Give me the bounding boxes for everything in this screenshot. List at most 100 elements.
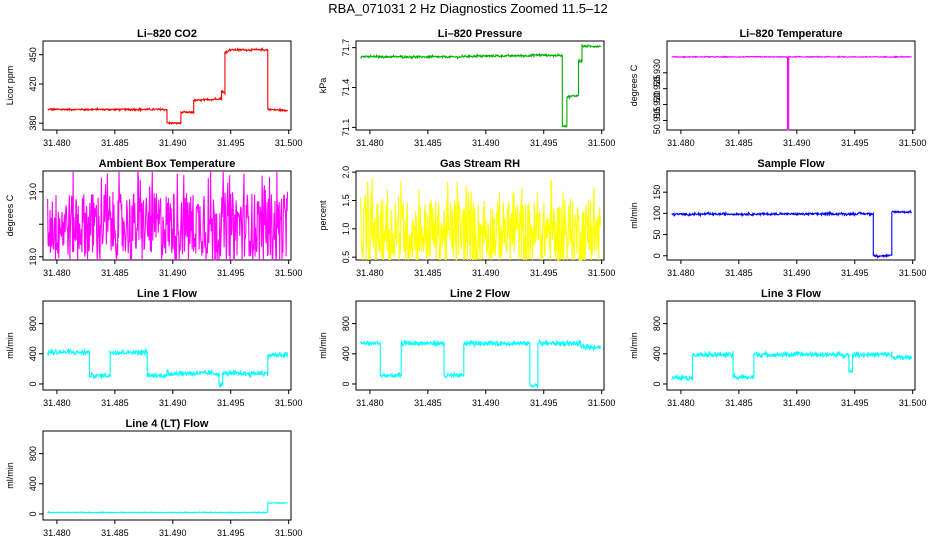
chart-panel: Ambient Box Temperature degrees C 31.480 31… [5,158,302,278]
y-tick-label: 450 [28,47,38,62]
y-tick-label: 100 [652,206,662,221]
chart-panel: Line 4 (LT) Flow ml/min 31.480 31.485 31.490… [5,418,302,538]
series-line [360,338,602,390]
y-tick-label: 0 [652,253,662,258]
x-tick-label: 31.490 [783,138,811,148]
y-tick-label: 400 [652,346,662,361]
x-tick-label: 31.495 [530,398,558,408]
y-axis-label: ml/min [318,332,328,359]
x-tick-label: 31.490 [159,268,187,278]
y-axis-label: percent [318,200,328,231]
x-tick-label: 31.495 [217,268,245,278]
x-tick-label: 31.500 [275,138,303,148]
x-tick-label: 31.485 [414,268,442,278]
series-line [47,170,289,261]
x-tick-label: 31.480 [43,528,71,538]
x-tick-label: 31.495 [841,138,869,148]
chart-title: Ambient Box Temperature [99,158,236,170]
x-tick-label: 31.490 [472,398,500,408]
chart-panel: Li–820 Pressure kPa 31.480 31.485 31.490 31.4… [318,28,615,148]
x-tick-label: 31.480 [356,398,384,408]
chart-title: Gas Stream RH [440,158,520,170]
y-tick-label: 50.915 [652,107,662,135]
x-tick-label: 31.495 [530,138,558,148]
x-tick-label: 31.480 [43,398,71,408]
x-tick-label: 31.480 [356,268,384,278]
plot-frame [666,170,916,261]
plot-frame [42,40,292,131]
x-tick-label: 31.500 [275,528,303,538]
series-line [671,350,913,382]
x-tick-label: 31.490 [783,398,811,408]
x-tick-label: 31.500 [899,138,927,148]
x-tick-label: 31.500 [899,398,927,408]
x-tick-label: 31.495 [841,398,869,408]
x-tick-label: 31.490 [159,398,187,408]
x-tick-label: 31.480 [667,398,695,408]
y-axis-label: ml/min [629,202,639,229]
y-tick-label: 50.925 [652,75,662,103]
x-tick-label: 31.480 [356,138,384,148]
chart-title: Sample Flow [757,158,825,170]
y-tick-label: 800 [28,316,38,331]
y-tick-label: 18.0 [28,248,38,266]
plot-frame [666,40,916,131]
x-tick-label: 31.500 [588,138,616,148]
y-axis-label: ml/min [5,332,15,359]
y-axis-label: degrees C [629,64,639,106]
chart-panel: Gas Stream RH percent 31.480 31.485 31.490 31… [318,158,615,278]
y-tick-label: 0.5 [341,251,351,264]
x-tick-label: 31.500 [275,398,303,408]
x-tick-label: 31.485 [101,138,129,148]
plot-frame [42,170,292,261]
x-tick-label: 31.480 [667,138,695,148]
y-tick-label: 71.1 [341,119,351,137]
page-title: RBA_071031 2 Hz Diagnostics Zoomed 11.5–… [328,1,607,16]
plot-frame [355,40,605,131]
y-tick-label: 380 [28,116,38,131]
x-tick-label: 31.485 [725,138,753,148]
x-tick-label: 31.495 [217,528,245,538]
chart-panel: Line 1 Flow ml/min 31.480 31.485 31.490 31.49… [5,288,302,408]
y-tick-label: 50.930 [652,59,662,87]
chart-title: Li–820 CO2 [137,28,197,40]
chart-title: Line 2 Flow [450,288,510,300]
x-tick-label: 31.480 [43,138,71,148]
y-tick-label: 0 [28,381,38,386]
plot-frame [42,430,292,521]
chart-panel: Sample Flow ml/min 31.480 31.485 31.490 31.49… [629,158,926,278]
chart-panel: Li–820 Temperature degrees C 31.480 31.485 3… [629,28,926,148]
y-tick-label: 0 [652,381,662,386]
series-line [360,178,602,261]
x-tick-label: 31.485 [414,398,442,408]
chart-title: Line 3 Flow [761,288,821,300]
x-tick-label: 31.485 [101,528,129,538]
x-tick-label: 31.480 [43,268,71,278]
y-tick-label: 400 [28,346,38,361]
x-tick-label: 31.490 [472,268,500,278]
chart-title: Li–820 Temperature [739,28,842,40]
y-tick-label: 0 [341,381,351,386]
series-line [47,47,288,126]
x-tick-label: 31.495 [217,398,245,408]
y-tick-label: 800 [341,316,351,331]
y-axis-label: Licor ppm [5,66,15,106]
x-tick-label: 31.480 [667,268,695,278]
y-tick-label: 150 [652,185,662,200]
x-tick-label: 31.490 [159,138,187,148]
y-tick-label: 50 [652,230,662,240]
plot-frame [355,300,605,391]
x-tick-label: 31.500 [588,268,616,278]
x-tick-label: 31.485 [725,268,753,278]
x-tick-label: 31.495 [841,268,869,278]
x-tick-label: 31.490 [472,138,500,148]
y-axis-label: degrees C [5,194,15,236]
plot-frame [666,300,916,391]
chart-title: Line 1 Flow [137,288,197,300]
y-tick-label: 420 [28,77,38,92]
x-tick-label: 31.485 [101,398,129,408]
x-tick-label: 31.485 [101,268,129,278]
x-tick-label: 31.490 [783,268,811,278]
y-axis-label: kPa [318,78,328,94]
